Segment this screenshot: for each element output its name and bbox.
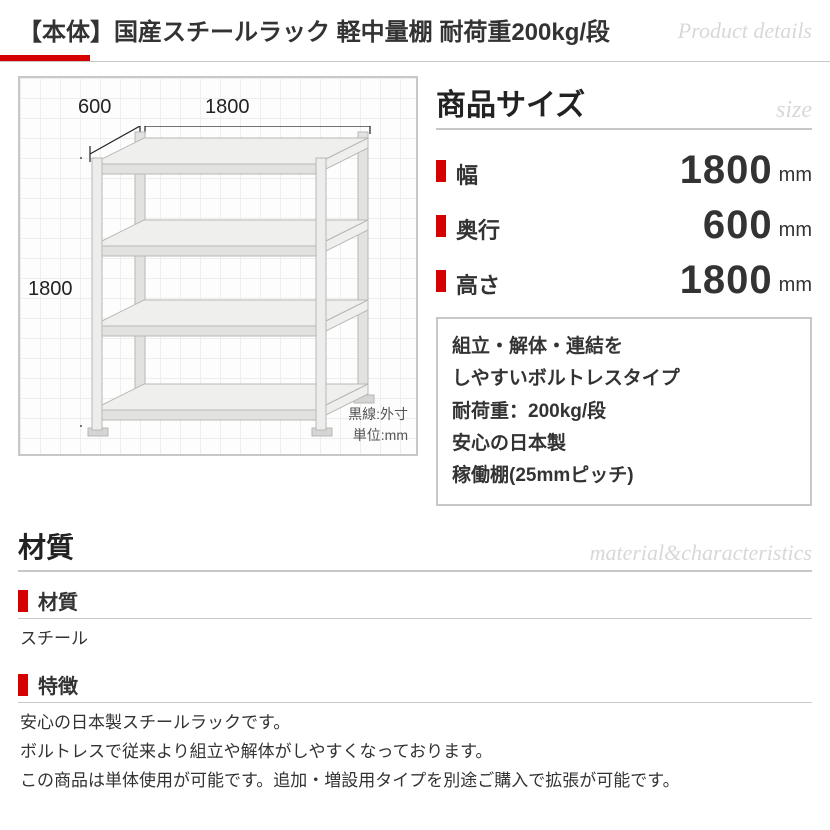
main-row: 600 1800 1800 <box>0 76 830 506</box>
spec-unit: mm <box>779 164 812 193</box>
bullet-icon <box>436 160 446 182</box>
divider <box>0 61 830 62</box>
spec-value: 1800 <box>526 148 773 193</box>
bullet-icon <box>18 674 28 696</box>
spec-value: 1800 <box>526 258 773 303</box>
note-line: しやすいボルトレスタイプ <box>452 363 796 395</box>
material-section: 材質 material&characteristics 材質 スチール 特徴 安… <box>0 526 830 796</box>
legend-line2: 単位:mm <box>348 425 408 446</box>
section-heading-sub: material&characteristics <box>590 540 812 566</box>
note-line: 稼働棚(25mmピッチ) <box>452 460 796 492</box>
feature-line: 安心の日本製スチールラックです。 <box>20 709 812 738</box>
spec-label: 幅 <box>456 158 526 190</box>
spec-unit: mm <box>779 219 812 248</box>
feature-label-text: 特徴 <box>38 670 78 699</box>
diagram-legend: 黒線:外寸 単位:mm <box>348 404 408 446</box>
spec-row-depth: 奥行 600 mm <box>436 203 812 248</box>
dim-height-label: 1800 <box>28 278 73 301</box>
feature-content: 安心の日本製スチールラックです。 ボルトレスで従来より組立や解体がしやすくなって… <box>18 709 812 796</box>
note-line: 安心の日本製 <box>452 428 796 460</box>
dimension-diagram: 600 1800 1800 <box>18 76 418 456</box>
spec-row-width: 幅 1800 mm <box>436 148 812 193</box>
bullet-icon <box>18 590 28 612</box>
material-value: スチール <box>18 625 812 654</box>
section-heading: 材質 material&characteristics <box>18 526 812 572</box>
header: 【本体】国産スチールラック 軽中量棚 耐荷重200kg/段 Product de… <box>0 0 830 55</box>
spec-notes: 組立・解体・連結を しやすいボルトレスタイプ 耐荷重：200kg/段 安心の日本… <box>436 317 812 506</box>
spec-unit: mm <box>779 274 812 303</box>
section-heading-main: 材質 <box>18 532 74 563</box>
note-line: 耐荷重：200kg/段 <box>452 396 796 428</box>
spec-row-height: 高さ 1800 mm <box>436 258 812 303</box>
note-line: 組立・解体・連結を <box>452 331 796 363</box>
material-label: 材質 <box>18 586 812 619</box>
spec-heading-main: 商品サイズ <box>436 89 585 122</box>
spec-value: 600 <box>526 203 773 248</box>
spec-heading: 商品サイズ size <box>436 80 812 130</box>
spec-column: 商品サイズ size 幅 1800 mm 奥行 600 mm 高さ 1800 m… <box>436 76 812 506</box>
header-subtitle: Product details <box>678 18 812 44</box>
feature-label: 特徴 <box>18 670 812 703</box>
rack-illustration <box>80 126 400 446</box>
material-label-text: 材質 <box>38 586 78 615</box>
feature-line: この商品は単体使用が可能です。追加・増設用タイプを別途ご購入で拡張が可能です。 <box>20 767 812 796</box>
dim-width-label: 1800 <box>205 96 250 119</box>
spec-label: 高さ <box>456 268 526 300</box>
feature-line: ボルトレスで従来より組立や解体がしやすくなっております。 <box>20 738 812 767</box>
spec-label: 奥行 <box>456 213 526 245</box>
bullet-icon <box>436 215 446 237</box>
spec-heading-sub: size <box>776 97 812 124</box>
legend-line1: 黒線:外寸 <box>348 404 408 425</box>
bullet-icon <box>436 270 446 292</box>
dim-depth-label: 600 <box>78 96 111 119</box>
